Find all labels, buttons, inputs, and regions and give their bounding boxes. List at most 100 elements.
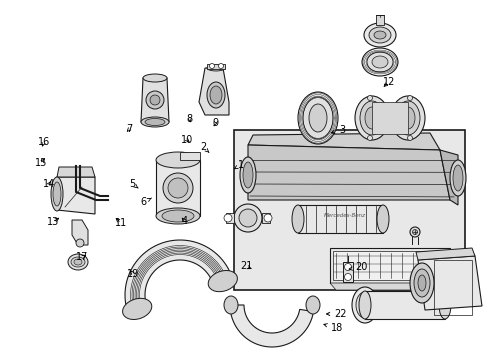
Ellipse shape xyxy=(305,296,319,314)
Text: 14: 14 xyxy=(42,179,55,189)
Circle shape xyxy=(264,214,271,222)
Polygon shape xyxy=(57,177,95,214)
Text: 5: 5 xyxy=(129,179,138,189)
Ellipse shape xyxy=(209,86,222,104)
Text: 15: 15 xyxy=(35,158,48,168)
Ellipse shape xyxy=(122,298,151,319)
Ellipse shape xyxy=(363,23,395,47)
Circle shape xyxy=(150,95,160,105)
Text: 8: 8 xyxy=(186,114,192,124)
Circle shape xyxy=(367,95,372,100)
Ellipse shape xyxy=(449,160,465,196)
Bar xyxy=(433,260,471,315)
Circle shape xyxy=(209,63,214,68)
Ellipse shape xyxy=(376,205,388,233)
Polygon shape xyxy=(262,213,269,223)
Ellipse shape xyxy=(361,48,397,76)
Polygon shape xyxy=(297,205,382,233)
Ellipse shape xyxy=(359,101,383,135)
Circle shape xyxy=(412,230,417,234)
Bar xyxy=(364,291,444,319)
Ellipse shape xyxy=(145,118,164,126)
Text: 7: 7 xyxy=(126,124,132,134)
Ellipse shape xyxy=(417,275,425,291)
Ellipse shape xyxy=(409,263,433,303)
Text: 2: 2 xyxy=(200,142,208,152)
Ellipse shape xyxy=(297,92,337,144)
Polygon shape xyxy=(247,145,449,200)
Circle shape xyxy=(407,95,412,100)
Polygon shape xyxy=(417,256,481,310)
Ellipse shape xyxy=(53,182,61,206)
Ellipse shape xyxy=(206,65,224,71)
Polygon shape xyxy=(247,133,439,150)
Bar xyxy=(375,15,383,25)
Ellipse shape xyxy=(355,292,373,318)
Text: 9: 9 xyxy=(212,118,218,128)
Bar xyxy=(371,96,407,140)
Text: 12: 12 xyxy=(382,77,394,87)
Polygon shape xyxy=(225,213,234,223)
Ellipse shape xyxy=(156,152,200,168)
Text: 6: 6 xyxy=(140,197,151,207)
Circle shape xyxy=(367,135,372,140)
Ellipse shape xyxy=(68,254,88,270)
Circle shape xyxy=(344,274,351,280)
Ellipse shape xyxy=(71,257,85,267)
Polygon shape xyxy=(156,160,200,216)
Text: 22: 22 xyxy=(326,309,346,319)
Ellipse shape xyxy=(142,74,167,82)
Text: 20: 20 xyxy=(348,262,367,272)
Ellipse shape xyxy=(162,210,194,222)
Ellipse shape xyxy=(390,96,424,140)
Ellipse shape xyxy=(208,270,237,292)
Ellipse shape xyxy=(438,291,450,319)
Circle shape xyxy=(76,239,84,247)
Ellipse shape xyxy=(359,297,369,313)
Ellipse shape xyxy=(354,96,388,140)
Ellipse shape xyxy=(308,104,326,132)
Circle shape xyxy=(407,135,412,140)
Ellipse shape xyxy=(243,162,252,188)
Circle shape xyxy=(409,227,419,237)
Text: 4: 4 xyxy=(182,216,187,226)
Bar xyxy=(329,248,449,283)
Circle shape xyxy=(163,173,193,203)
Text: 21: 21 xyxy=(239,261,252,271)
Polygon shape xyxy=(72,220,88,245)
Bar xyxy=(206,64,224,69)
Text: 3: 3 xyxy=(330,125,345,135)
Text: 10: 10 xyxy=(180,135,193,145)
Circle shape xyxy=(168,178,187,198)
Ellipse shape xyxy=(156,208,200,224)
Text: 1: 1 xyxy=(234,160,244,170)
Ellipse shape xyxy=(371,56,387,68)
Polygon shape xyxy=(415,248,474,260)
Circle shape xyxy=(344,264,351,270)
Polygon shape xyxy=(125,240,232,312)
Polygon shape xyxy=(141,78,169,122)
Text: Mercedes-Benz: Mercedes-Benz xyxy=(324,212,365,217)
Ellipse shape xyxy=(395,101,419,135)
Text: 17: 17 xyxy=(75,252,88,262)
Ellipse shape xyxy=(74,259,82,265)
Polygon shape xyxy=(199,68,228,115)
Ellipse shape xyxy=(400,107,414,129)
Polygon shape xyxy=(439,150,457,205)
Ellipse shape xyxy=(234,204,262,232)
Polygon shape xyxy=(180,152,200,160)
Polygon shape xyxy=(371,102,407,134)
Ellipse shape xyxy=(366,52,392,72)
Ellipse shape xyxy=(303,97,332,139)
Ellipse shape xyxy=(240,157,256,193)
Ellipse shape xyxy=(358,291,370,319)
Polygon shape xyxy=(57,167,95,177)
Ellipse shape xyxy=(239,209,257,227)
Text: 19: 19 xyxy=(126,269,139,279)
Bar xyxy=(332,251,446,280)
Text: 16: 16 xyxy=(38,137,50,147)
Polygon shape xyxy=(329,283,455,290)
Ellipse shape xyxy=(364,107,378,129)
Ellipse shape xyxy=(373,31,385,39)
Text: 13: 13 xyxy=(46,217,59,228)
